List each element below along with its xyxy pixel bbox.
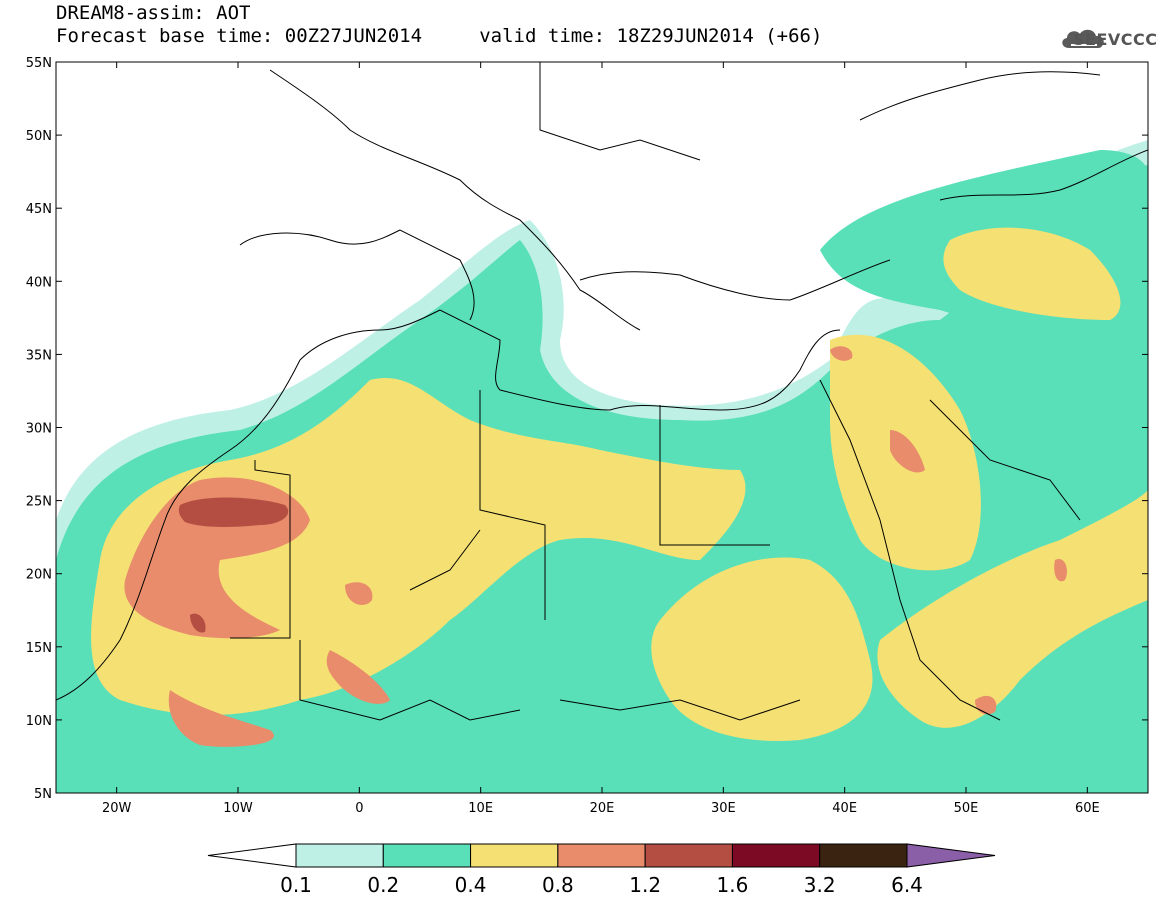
lat-tick-label: 40N [26,275,52,290]
lon-tick-label: 20E [590,801,615,816]
lat-tick-label: 20N [26,568,52,583]
colorbar-box [382,843,472,868]
colorbar: 0.1 0.2 0.4 0.8 1.2 1.6 3.2 6.4 [207,843,996,897]
lat-tick-label: 15N [26,641,52,656]
lon-tick-label: 40E [832,801,857,816]
colorbar-level-label: 3.2 [804,873,836,897]
lon-tick-label: 20W [102,801,132,816]
lon-tick-label: 10W [223,801,253,816]
country-boundaries [56,62,1148,721]
map-title: DREAM8-assim: AOT [56,2,251,24]
lon-tick-label: 50E [954,801,979,816]
forecast-times: Forecast base time: 00Z27JUN2014 valid t… [56,25,823,47]
aot-contour-1.2 [178,497,289,527]
lat-tick-label: 45N [26,202,52,217]
colorbar-box [644,843,733,868]
colorbar-level-label: 0.8 [542,873,574,897]
colorbar-level-label: 6.4 [891,873,923,897]
lat-tick-label: 25N [26,495,52,510]
lat-tick-label: 30N [26,422,52,437]
colorbar-box [731,843,821,868]
lat-tick-label: 10N [26,714,52,729]
longitude-axis: 20W 10W 0 10E 20E 30E 40E 50E 60E [102,62,1100,816]
colorbar-box [470,843,559,868]
colorbar-level-label: 1.2 [629,873,661,897]
colorbar-over-triangle [906,843,996,868]
lon-tick-label: 30E [711,801,736,816]
latitude-axis: 55N 50N 45N 40N 35N 30N 25N 20N 15N 10N 5N [26,56,1148,802]
colorbar-under-triangle [207,843,297,868]
lat-tick-label: 35N [26,348,52,363]
colorbar-box [557,843,646,868]
colorbar-box [819,843,908,868]
seevccc-logo: SEEVCCC [1073,30,1158,49]
colorbar-box [295,843,384,868]
colorbar-level-label: 0.4 [455,873,487,897]
lat-tick-label: 50N [26,129,52,144]
colorbar-level-label: 0.2 [367,873,399,897]
lat-tick-label: 55N [26,56,52,71]
aot-field [56,62,1148,793]
colorbar-level-label: 1.6 [717,873,749,897]
colorbar-level-label: 0.1 [280,873,312,897]
lon-tick-label: 10E [468,801,493,816]
lon-tick-label: 0 [355,801,363,816]
cloud-icon [1062,29,1104,48]
lat-tick-label: 5N [34,787,52,802]
lon-tick-label: 60E [1075,801,1100,816]
